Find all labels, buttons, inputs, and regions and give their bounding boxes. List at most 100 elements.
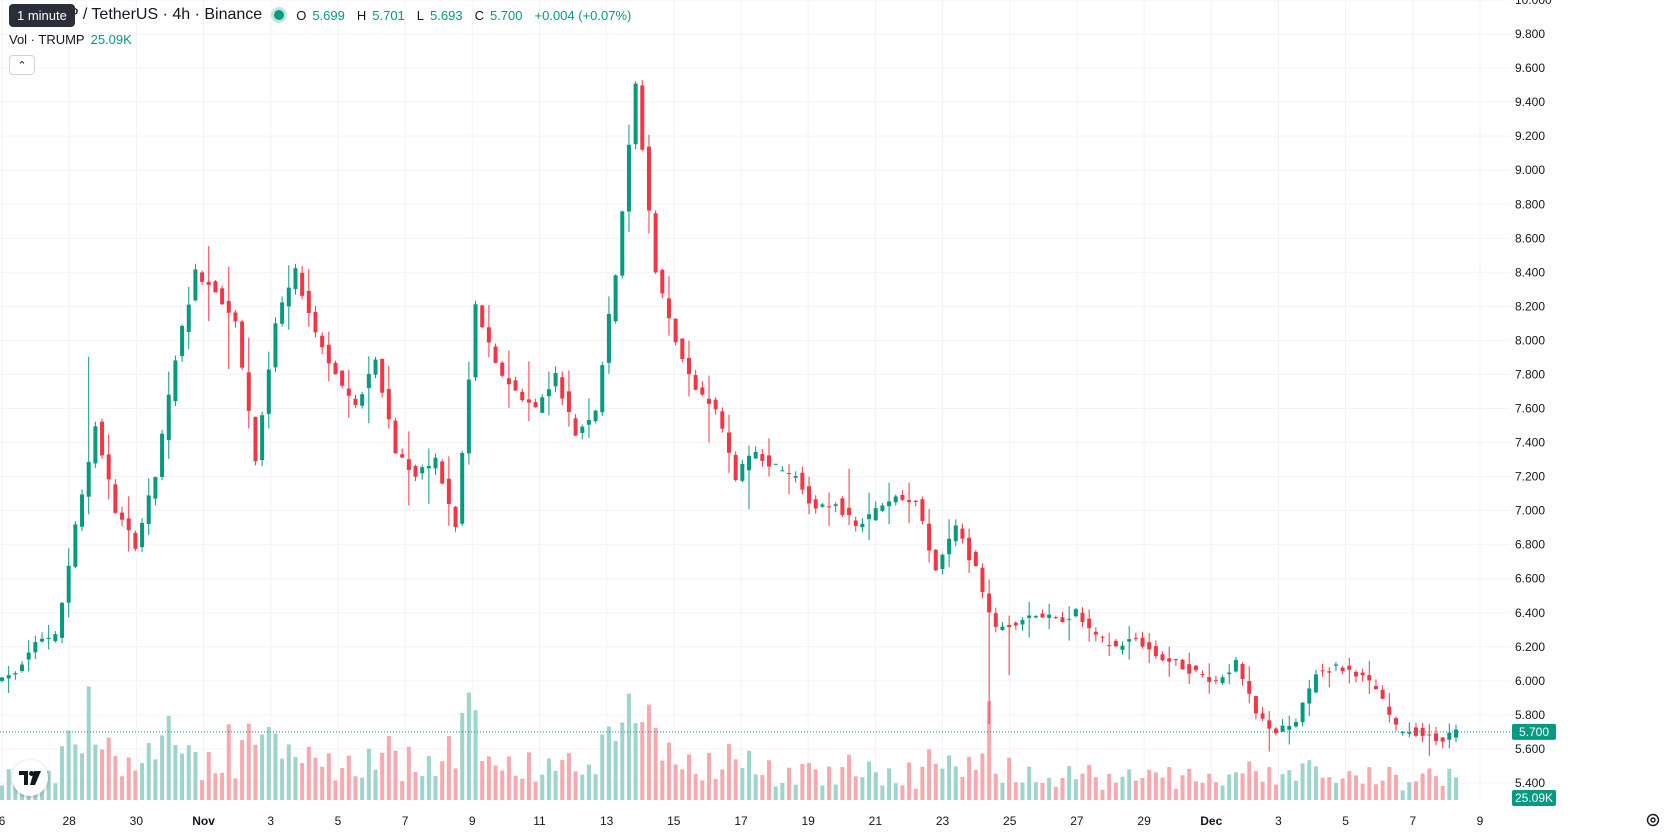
candle-body	[940, 554, 945, 570]
volume-bar	[1260, 781, 1265, 800]
candle-body	[366, 373, 371, 389]
candle-body	[720, 411, 725, 429]
candle-body	[993, 613, 998, 627]
volume-bar	[1300, 763, 1305, 800]
volume-bar	[80, 753, 85, 800]
volume-bar	[180, 753, 185, 800]
candle-body	[1240, 664, 1245, 679]
high-value: 5.701	[372, 7, 405, 23]
candle-body	[1347, 665, 1352, 670]
volume-bar	[653, 727, 658, 800]
volume-bar	[413, 772, 418, 800]
volume-bar	[1353, 775, 1358, 800]
volume-bar	[320, 766, 325, 800]
volume-bar	[680, 769, 685, 800]
candle-body	[726, 432, 732, 453]
low-label: L	[416, 7, 425, 23]
candle-body	[733, 454, 738, 481]
candle-body	[140, 522, 145, 548]
candle-body	[206, 281, 211, 285]
volume-bar	[306, 746, 311, 800]
candle-body	[260, 415, 265, 461]
candle-body	[420, 467, 425, 474]
candle-body	[887, 501, 892, 507]
y-tick-label: 8.400	[1515, 265, 1545, 279]
candle-body	[146, 495, 151, 524]
y-tick-label: 8.800	[1515, 197, 1545, 211]
volume-bar	[1007, 757, 1012, 800]
volume-bar	[1013, 782, 1018, 800]
volume-bar	[566, 753, 571, 800]
volume-bar	[620, 722, 625, 800]
close-label: C	[474, 7, 484, 23]
volume-bar	[847, 754, 852, 800]
volume-bar	[273, 733, 278, 800]
candle-body	[1213, 680, 1218, 682]
candle-body	[326, 344, 331, 364]
volume-bar	[1313, 766, 1318, 800]
volume-bar	[526, 752, 531, 800]
volume-bar	[1113, 782, 1118, 800]
volume-bar	[747, 750, 752, 800]
high-label: H	[356, 7, 367, 23]
volume-bar	[1387, 767, 1392, 800]
candle-body	[553, 373, 558, 387]
candle-body	[1313, 674, 1318, 693]
volume-bar	[260, 734, 265, 800]
change-value: +0.004 (+0.07%)	[534, 7, 632, 23]
candle-body	[393, 420, 398, 454]
collapse-legend-button[interactable]: ⌃	[9, 55, 35, 75]
volume-bar	[200, 780, 205, 800]
candle-body	[226, 300, 231, 313]
candle-body	[660, 269, 665, 294]
candle-body	[560, 377, 565, 399]
candle-body	[66, 565, 71, 603]
candle-body	[266, 369, 271, 414]
volume-bar	[880, 785, 885, 800]
volume-bar	[393, 750, 398, 800]
volume-bar	[980, 753, 985, 800]
gear-icon[interactable]	[1642, 809, 1664, 831]
candle-body	[827, 506, 832, 508]
candle-body	[413, 466, 418, 477]
volume-bar	[947, 755, 952, 800]
volume-bar	[466, 692, 471, 800]
candle-body	[86, 461, 91, 497]
candle-body	[1273, 728, 1278, 734]
y-tick-label: 7.600	[1515, 402, 1545, 416]
candle-body	[46, 637, 51, 639]
volume-bar	[1187, 768, 1192, 800]
price-axis[interactable]: 10.000 9.800 9.600 9.400 9.200 9.000 8.800 8.60…	[1510, 0, 1678, 835]
x-tick-label: 9	[1477, 814, 1484, 828]
x-tick-label: 28	[63, 814, 77, 828]
candle-body	[1320, 670, 1325, 672]
market-status-icon[interactable]	[274, 10, 285, 20]
candle-body	[1353, 671, 1358, 677]
volume-bar	[840, 767, 845, 800]
volume-bar	[540, 774, 545, 800]
candle-body	[113, 484, 118, 513]
candle-body	[967, 537, 972, 561]
time-axis[interactable]: 6 28 30 Nov 3 5 7 9 11 13 15 17 19 21 23 25 27 29 Dec 3 5 7 9	[0, 814, 1484, 828]
candle-body	[1087, 618, 1092, 629]
volume-bar	[140, 763, 145, 800]
open-label: O	[296, 7, 307, 23]
candle-body	[593, 410, 598, 422]
volume-bar	[66, 730, 71, 800]
volume-bar	[1207, 773, 1212, 800]
candle-body	[60, 602, 65, 638]
candle-body	[313, 312, 318, 333]
volume-bar	[693, 774, 698, 800]
tradingview-logo-icon[interactable]	[12, 760, 48, 796]
symbol-title[interactable]: P / TetherUS · 4h · Binance	[68, 6, 263, 23]
volume-bar	[73, 744, 78, 800]
candle-body	[340, 370, 345, 386]
volume-bar	[106, 737, 111, 800]
y-tick-label: 7.200	[1515, 470, 1545, 484]
candle-body	[446, 478, 451, 504]
candle-body	[173, 360, 178, 402]
volume-bar	[486, 756, 491, 800]
volume-bar	[967, 756, 972, 800]
x-tick-label: 17	[734, 814, 748, 828]
